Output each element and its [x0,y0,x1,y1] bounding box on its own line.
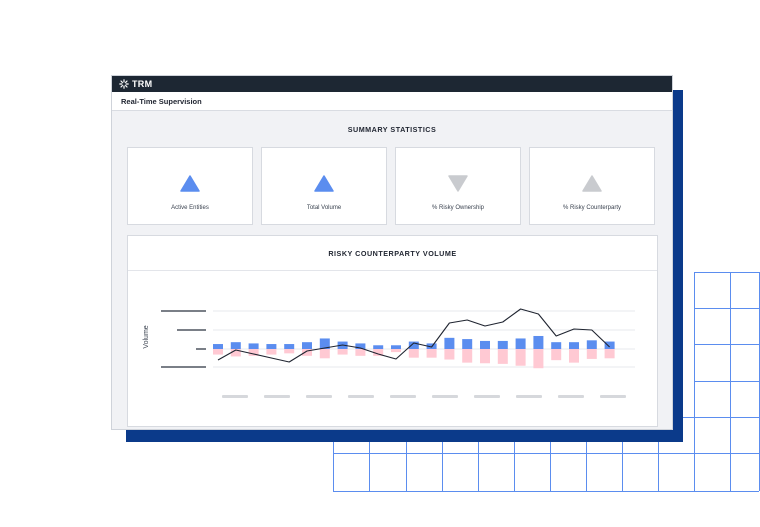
bar-positive [355,343,366,349]
bar-negative [248,349,259,356]
risky-counterparty-volume-chart: Volume [143,308,635,398]
bar-negative [515,349,526,366]
x-tick-placeholder [348,395,374,398]
bar-negative [319,349,330,359]
bar-positive [391,345,401,349]
bar-positive [551,342,562,349]
summary-section-title: SUMMARY STATISTICS [347,125,437,134]
line-series [217,308,610,363]
bar-positive [284,344,295,349]
bar-positive [319,338,330,349]
stat-card-label: Total Volume [306,205,342,211]
bar-negative [604,349,615,359]
bar-negative [284,349,295,354]
bar-negative [337,349,348,355]
brand-name: TRM [132,79,153,89]
x-tick-placeholder [516,395,542,398]
bar-positive [515,338,526,349]
bar-positive [266,344,277,349]
trend-up-icon [314,175,334,192]
x-tick-placeholder [306,395,332,398]
bar-negative [569,349,579,363]
bar-positive [373,345,384,349]
app-window: TRM Real-Time Supervision SUMMARY STATIS… [111,75,673,430]
stat-card-active-entities[interactable]: Active Entities [127,147,253,225]
x-tick-placeholder [390,395,416,398]
bar-positive [248,343,259,349]
bar-negative [355,349,366,356]
risky-counterparty-chart-panel: RISKY COUNTERPARTY VOLUME Volume [127,235,658,427]
bar-positive [569,342,579,349]
stat-card-label: Active Entities [171,205,209,211]
x-tick-placeholder [432,395,458,398]
bar-negative [497,349,508,364]
bar-negative [373,349,384,356]
bar-negative [586,349,597,359]
bar-negative [480,349,490,364]
bar-negative [426,349,437,358]
bar-positive [497,340,508,349]
bar-negative [462,349,473,363]
bar-positive [480,340,490,349]
bar-negative [302,349,312,356]
stat-card-risky-ownership[interactable]: % Risky Ownership [395,147,521,225]
bar-positive [444,337,455,349]
bar-positive [230,342,241,349]
chart-title: RISKY COUNTERPARTY VOLUME [128,236,657,271]
trm-logo: TRM [119,79,152,89]
bar-positive [586,340,597,349]
bar-negative [551,349,562,361]
page-header: Real-Time Supervision [112,92,672,111]
bar-positive [213,344,223,349]
x-tick-placeholder [600,395,626,398]
trend-up-icon [180,175,200,192]
bar-positive [604,341,615,349]
bar-positive [533,335,544,349]
bar-negative [533,349,544,369]
x-tick-placeholder [474,395,500,398]
x-tick-placeholder [222,395,248,398]
bar-positive [408,341,419,349]
stat-card-label: % Risky Ownership [431,205,484,211]
bar-negative [213,349,223,355]
stat-card-total-volume[interactable]: Total Volume [261,147,387,225]
bar-negative [391,349,401,353]
x-tick-placeholder [264,395,290,398]
bar-positive [462,339,473,349]
page-title: Real-Time Supervision [121,96,202,106]
x-tick-placeholder [558,395,584,398]
stat-card-label: % Risky Counterparty [562,205,622,211]
trm-logo-icon [119,79,129,89]
y-axis-label: Volume [143,325,150,348]
summary-cards: Active Entities Total Volume % Risky Own… [127,147,655,225]
title-bar: TRM [112,76,672,92]
stat-card-risky-counterparty[interactable]: % Risky Counterparty [529,147,655,225]
trend-up-icon [582,175,602,192]
bar-negative [408,349,419,358]
bar-negative [444,349,455,360]
bar-negative [230,349,241,357]
trend-down-icon [448,175,468,192]
bar-positive [302,342,312,349]
bar-negative [266,349,277,355]
trend-triangle [180,175,200,192]
